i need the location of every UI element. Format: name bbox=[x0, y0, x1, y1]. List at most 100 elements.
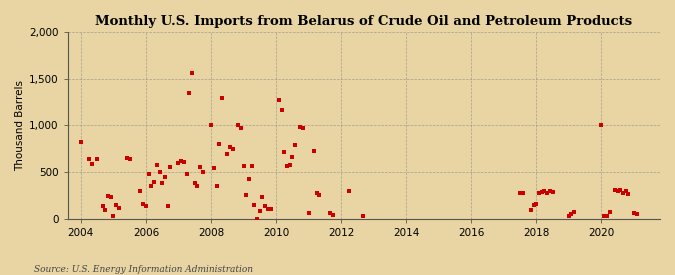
Point bbox=[113, 205, 124, 210]
Point bbox=[154, 170, 165, 174]
Point bbox=[151, 163, 162, 167]
Point bbox=[358, 214, 369, 218]
Point bbox=[564, 214, 574, 218]
Point bbox=[327, 213, 338, 218]
Point bbox=[140, 204, 151, 208]
Point bbox=[216, 96, 227, 101]
Point bbox=[244, 177, 254, 181]
Point bbox=[252, 217, 263, 221]
Point bbox=[260, 204, 271, 208]
Point bbox=[198, 170, 209, 174]
Point bbox=[517, 191, 528, 195]
Point bbox=[189, 180, 200, 185]
Point bbox=[214, 142, 225, 146]
Point bbox=[103, 193, 113, 198]
Point bbox=[124, 157, 135, 161]
Point bbox=[165, 164, 176, 169]
Point bbox=[249, 203, 260, 207]
Point bbox=[263, 207, 273, 211]
Point bbox=[547, 190, 558, 194]
Point bbox=[515, 191, 526, 195]
Point bbox=[290, 143, 300, 147]
Point bbox=[537, 190, 547, 194]
Point bbox=[222, 152, 233, 157]
Point bbox=[539, 189, 550, 193]
Point bbox=[179, 160, 190, 164]
Point bbox=[238, 163, 249, 168]
Point bbox=[108, 214, 119, 218]
Point bbox=[135, 189, 146, 193]
Point bbox=[122, 156, 132, 160]
Point bbox=[610, 188, 620, 192]
Point bbox=[601, 214, 612, 218]
Point bbox=[176, 159, 186, 163]
Point bbox=[596, 123, 607, 128]
Point bbox=[599, 214, 610, 218]
Point bbox=[195, 164, 206, 169]
Point bbox=[279, 149, 290, 154]
Point bbox=[533, 191, 544, 195]
Point bbox=[542, 191, 553, 195]
Point bbox=[325, 211, 335, 216]
Point bbox=[208, 166, 219, 171]
Point bbox=[311, 191, 322, 195]
Point bbox=[525, 207, 536, 212]
Point bbox=[105, 194, 116, 199]
Point bbox=[254, 208, 265, 213]
Point bbox=[303, 211, 314, 216]
Point bbox=[344, 189, 354, 193]
Point bbox=[159, 175, 170, 179]
Point bbox=[181, 172, 192, 176]
Point bbox=[148, 179, 159, 184]
Point bbox=[92, 157, 103, 161]
Point bbox=[257, 194, 268, 199]
Point bbox=[86, 162, 97, 166]
Point bbox=[276, 107, 287, 112]
Point bbox=[138, 202, 148, 206]
Point bbox=[620, 189, 631, 193]
Point bbox=[233, 123, 244, 128]
Point bbox=[314, 192, 325, 197]
Point bbox=[157, 180, 167, 185]
Point bbox=[623, 191, 634, 196]
Point bbox=[295, 125, 306, 130]
Point bbox=[225, 145, 236, 149]
Point bbox=[545, 189, 556, 193]
Point bbox=[615, 188, 626, 192]
Y-axis label: Thousand Barrels: Thousand Barrels bbox=[15, 80, 25, 171]
Title: Monthly U.S. Imports from Belarus of Crude Oil and Petroleum Products: Monthly U.S. Imports from Belarus of Cru… bbox=[95, 15, 632, 28]
Point bbox=[111, 203, 122, 207]
Point bbox=[76, 140, 86, 144]
Point bbox=[604, 210, 615, 214]
Point bbox=[100, 207, 111, 212]
Point bbox=[281, 163, 292, 168]
Point bbox=[187, 71, 198, 75]
Point bbox=[192, 184, 202, 188]
Point bbox=[236, 126, 246, 130]
Point bbox=[146, 184, 157, 188]
Point bbox=[241, 192, 252, 197]
Point bbox=[569, 210, 580, 214]
Point bbox=[227, 147, 238, 151]
Point bbox=[287, 155, 298, 160]
Point bbox=[628, 211, 639, 216]
Point bbox=[162, 204, 173, 208]
Point bbox=[308, 148, 319, 153]
Point bbox=[529, 203, 539, 207]
Text: Source: U.S. Energy Information Administration: Source: U.S. Energy Information Administ… bbox=[34, 265, 252, 274]
Point bbox=[631, 212, 642, 216]
Point bbox=[566, 212, 577, 216]
Point bbox=[612, 189, 623, 193]
Point bbox=[246, 163, 257, 168]
Point bbox=[211, 184, 222, 188]
Point bbox=[206, 123, 217, 128]
Point bbox=[97, 204, 108, 208]
Point bbox=[284, 163, 295, 167]
Point bbox=[531, 202, 542, 206]
Point bbox=[618, 191, 628, 195]
Point bbox=[173, 161, 184, 165]
Point bbox=[84, 157, 95, 161]
Point bbox=[273, 98, 284, 102]
Point bbox=[298, 126, 308, 130]
Point bbox=[143, 172, 154, 176]
